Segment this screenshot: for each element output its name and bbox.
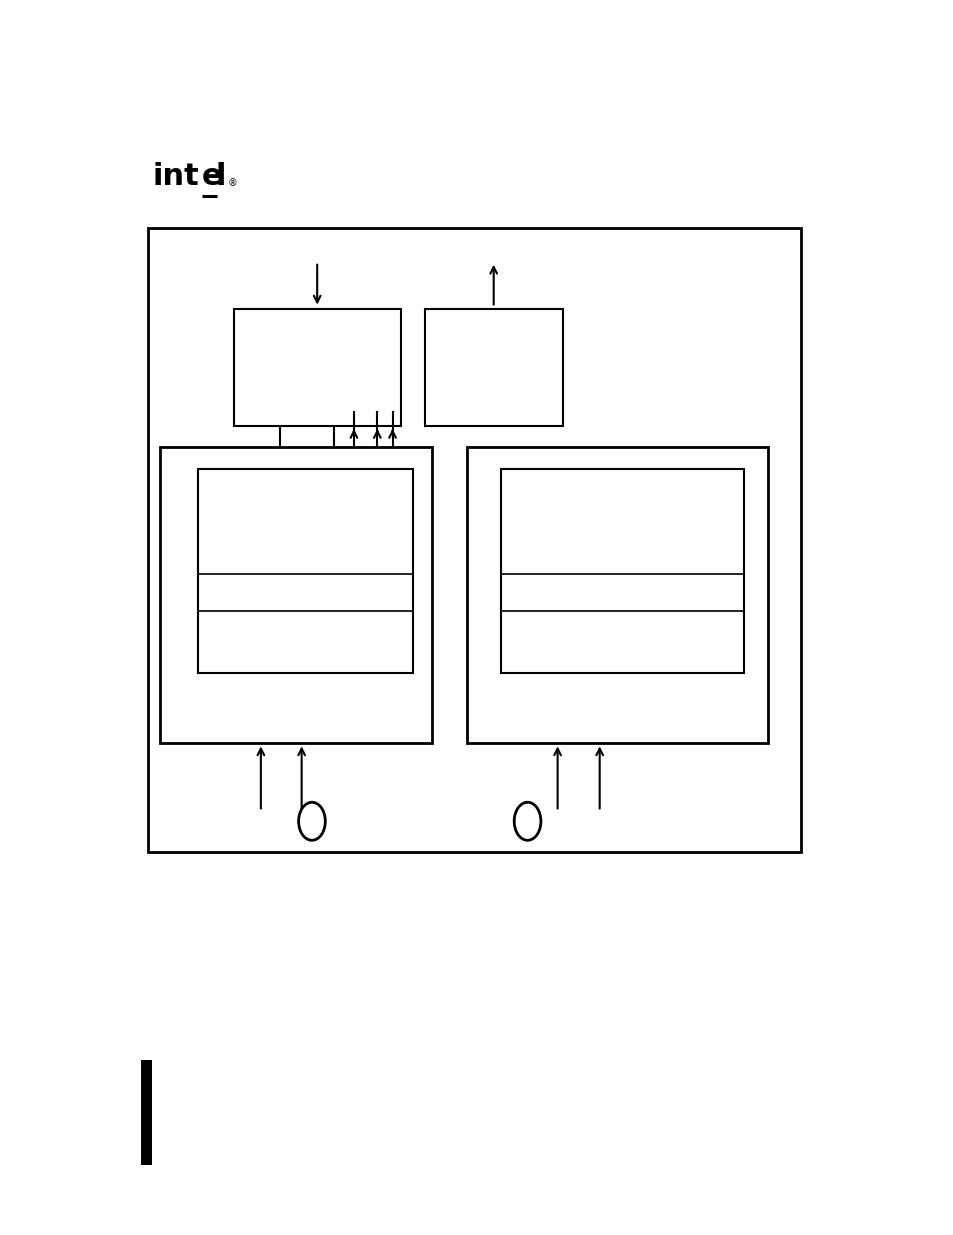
Bar xyxy=(141,1060,152,1165)
Bar xyxy=(500,469,743,673)
Ellipse shape xyxy=(298,803,325,840)
Text: l: l xyxy=(215,163,226,191)
Text: int: int xyxy=(152,163,199,191)
Bar xyxy=(233,309,400,426)
Bar xyxy=(424,309,562,426)
Bar xyxy=(160,447,432,743)
Ellipse shape xyxy=(514,803,540,840)
Bar xyxy=(198,469,413,673)
Bar xyxy=(148,228,801,852)
Text: e: e xyxy=(202,163,223,191)
Text: ®: ® xyxy=(228,178,237,188)
Bar xyxy=(467,447,767,743)
